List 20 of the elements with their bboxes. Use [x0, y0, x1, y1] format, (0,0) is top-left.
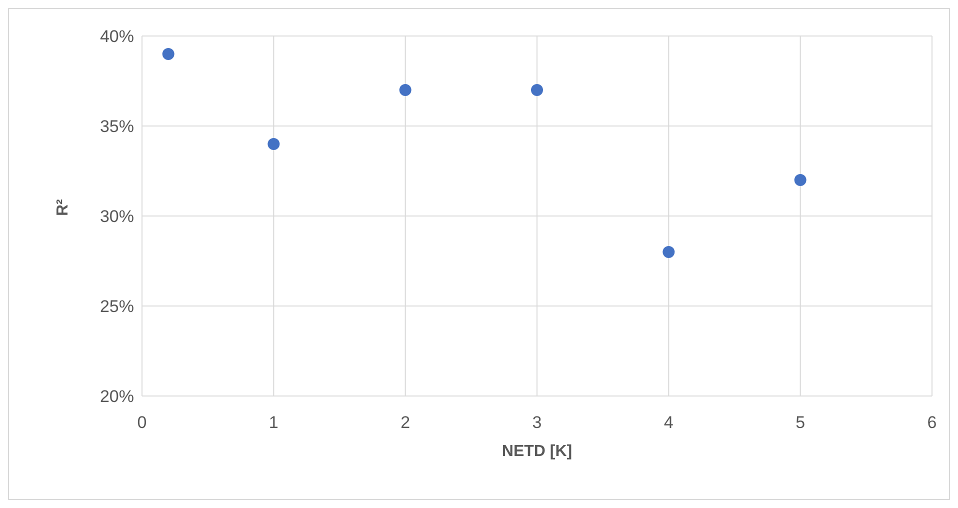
- x-tick-label: 2: [400, 413, 410, 432]
- point: [268, 138, 280, 150]
- point: [399, 84, 412, 96]
- y-tick-label: 40%: [100, 27, 134, 46]
- x-axis-title: NETD [K]: [502, 443, 572, 460]
- x-tick-label: 1: [268, 413, 278, 432]
- y-axis-title: R²: [54, 199, 72, 216]
- point: [794, 174, 806, 186]
- point: [662, 246, 675, 258]
- x-tick-label: 6: [927, 413, 937, 432]
- x-tick-label: 4: [664, 413, 674, 432]
- y-tick-label: 25%: [100, 297, 134, 316]
- x-tick-label: 0: [137, 413, 147, 432]
- point: [531, 84, 543, 96]
- y-tick-label: 20%: [100, 387, 134, 406]
- x-tick-label: 3: [532, 413, 542, 432]
- point: [162, 48, 174, 60]
- y-tick-label: 30%: [100, 207, 134, 226]
- y-tick-label: 35%: [100, 117, 134, 136]
- x-tick-label: 5: [796, 413, 806, 432]
